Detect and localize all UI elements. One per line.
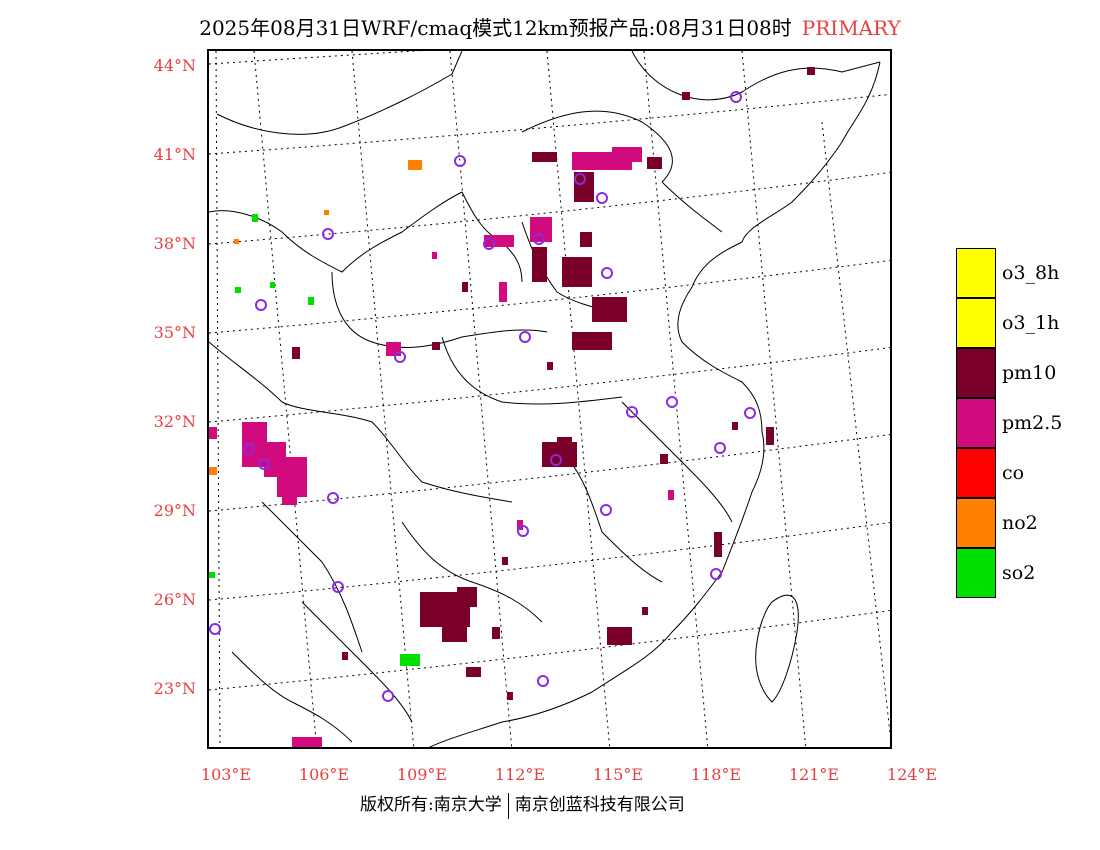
- legend-swatch-o3-8h: [956, 248, 996, 298]
- lon-label-112: 112°E: [494, 765, 546, 784]
- latitude-gridlines: [209, 51, 890, 691]
- copyright-company: 南京创蓝科技有限公司: [514, 795, 685, 815]
- lon-label-103: 103°E: [200, 765, 252, 784]
- footer-divider: [507, 792, 509, 819]
- lon-label-115: 115°E: [592, 765, 644, 784]
- title-text: 2025年08月31日WRF/cmaq模式12km预报产品:08月31日08时: [199, 16, 792, 40]
- station-markers: [209, 91, 756, 702]
- legend-swatch-o3-1h: [956, 298, 996, 348]
- lat-label-35: 35°N: [153, 323, 196, 342]
- lat-label-26: 26°N: [153, 590, 196, 609]
- lon-label-121: 121°E: [788, 765, 840, 784]
- lon-label-118: 118°E: [690, 765, 742, 784]
- legend-label-co: co: [1002, 462, 1025, 484]
- lat-label-44: 44°N: [153, 56, 196, 75]
- pm10-cells: [292, 67, 815, 700]
- copyright-footer: 版权所有:南京大学 南京创蓝科技有限公司: [360, 790, 685, 819]
- legend-label-pm25: pm2.5: [1002, 412, 1063, 434]
- copyright-owner: 版权所有:南京大学: [360, 795, 502, 815]
- lat-label-29: 29°N: [153, 501, 196, 520]
- map-canvas: [209, 51, 890, 747]
- lon-label-106: 106°E: [298, 765, 350, 784]
- legend-label-so2: so2: [1002, 562, 1036, 584]
- no2-cells: [209, 160, 422, 475]
- legend-swatch-pm25: [956, 398, 996, 448]
- legend-label-o3-1h: o3_1h: [1002, 312, 1060, 334]
- legend-swatch-no2: [956, 498, 996, 548]
- lat-label-41: 41°N: [153, 145, 196, 164]
- lat-label-32: 32°N: [153, 412, 196, 431]
- legend-label-o3-8h: o3_8h: [1002, 262, 1060, 284]
- lon-label-124: 124°E: [886, 765, 938, 784]
- legend-label-pm10: pm10: [1002, 362, 1057, 384]
- longitude-gridlines: [215, 51, 890, 747]
- lon-label-109: 109°E: [396, 765, 448, 784]
- legend-label-no2: no2: [1002, 512, 1038, 534]
- lat-label-38: 38°N: [153, 234, 196, 253]
- map-panel[interactable]: [207, 49, 892, 749]
- map-title: 2025年08月31日WRF/cmaq模式12km预报产品:08月31日08时 P…: [0, 12, 1100, 41]
- so2-cells: [209, 214, 420, 666]
- coastline-borders: [209, 51, 881, 747]
- legend-swatch-pm10: [956, 348, 996, 398]
- lat-label-23: 23°N: [153, 679, 196, 698]
- pm25-cells: [209, 147, 674, 747]
- legend-swatch-so2: [956, 548, 996, 598]
- legend-swatch-co: [956, 448, 996, 498]
- primary-tag: PRIMARY: [801, 16, 901, 40]
